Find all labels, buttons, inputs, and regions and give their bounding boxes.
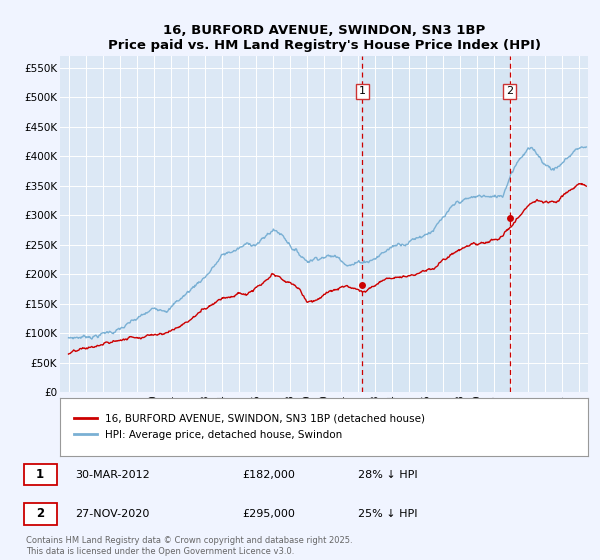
Text: 25% ↓ HPI: 25% ↓ HPI: [358, 509, 417, 519]
Text: Contains HM Land Registry data © Crown copyright and database right 2025.
This d: Contains HM Land Registry data © Crown c…: [26, 536, 353, 556]
Text: 2: 2: [36, 507, 44, 520]
Bar: [362, 56, 509, 392]
FancyBboxPatch shape: [23, 464, 57, 486]
Text: 30-MAR-2012: 30-MAR-2012: [76, 470, 150, 479]
Text: 1: 1: [36, 468, 44, 481]
Text: £182,000: £182,000: [242, 470, 295, 479]
Text: 2: 2: [506, 86, 513, 96]
Text: 28% ↓ HPI: 28% ↓ HPI: [358, 470, 417, 479]
FancyBboxPatch shape: [23, 503, 57, 525]
Text: 1: 1: [359, 86, 366, 96]
Title: 16, BURFORD AVENUE, SWINDON, SN3 1BP
Price paid vs. HM Land Registry's House Pri: 16, BURFORD AVENUE, SWINDON, SN3 1BP Pri…: [107, 24, 541, 52]
Legend: 16, BURFORD AVENUE, SWINDON, SN3 1BP (detached house), HPI: Average price, detac: 16, BURFORD AVENUE, SWINDON, SN3 1BP (de…: [70, 410, 428, 444]
Text: £295,000: £295,000: [242, 509, 295, 519]
Text: 27-NOV-2020: 27-NOV-2020: [76, 509, 150, 519]
